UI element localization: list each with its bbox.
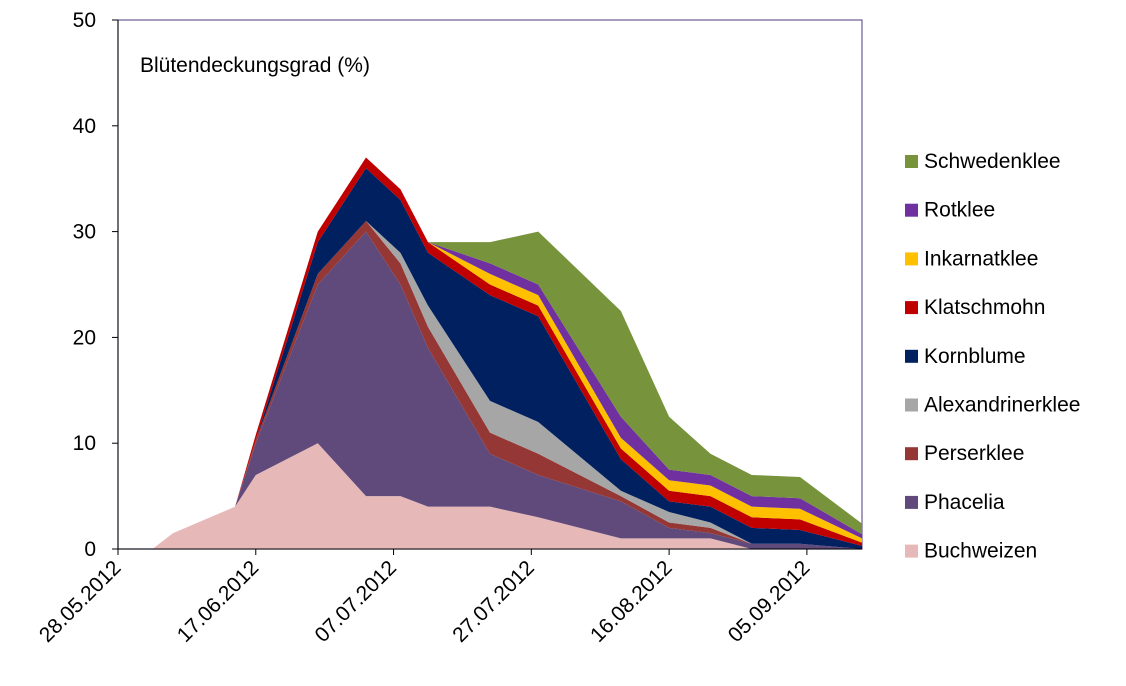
x-tick-label: 17.06.2012 (173, 556, 264, 647)
x-tick-label: 27.07.2012 (448, 556, 539, 647)
legend-swatch (905, 301, 918, 315)
legend-label: Schwedenklee (924, 150, 1061, 173)
legend-label: Alexandrinerklee (924, 394, 1080, 417)
legend-label: Kornblume (924, 345, 1026, 368)
legend-label: Phacelia (924, 491, 1005, 514)
legend-swatch (905, 447, 918, 461)
y-tick-label: 20 (73, 326, 96, 349)
x-tick-label: 28.05.2012 (35, 556, 126, 647)
legend-swatch (905, 155, 918, 168)
legend-swatch (905, 349, 918, 363)
area (152, 157, 862, 550)
legend-label: Perserklee (924, 442, 1024, 465)
legend-swatch (905, 398, 918, 412)
y-tick-label: 30 (73, 221, 96, 244)
area (152, 157, 862, 550)
area (152, 168, 862, 549)
legend-swatch (905, 544, 918, 558)
chart-title: Blütendeckungsgrad (%) (140, 54, 370, 77)
y-tick-label: 0 (84, 538, 96, 561)
legend-swatch (905, 203, 918, 217)
legend-label: Klatschmohn (924, 296, 1045, 319)
areas (152, 157, 862, 550)
legend-label: Buchweizen (924, 540, 1037, 563)
y-tick-label: 10 (73, 432, 96, 455)
y-tick-label: 40 (73, 115, 96, 138)
area (152, 443, 862, 549)
y-tick-label: 50 (73, 9, 96, 32)
area (152, 231, 862, 549)
x-tick-label: 05.09.2012 (724, 556, 815, 647)
x-tick-label: 07.07.2012 (311, 556, 402, 647)
x-tick-label: 16.08.2012 (586, 556, 677, 647)
legend-label: Inkarnatklee (924, 247, 1038, 270)
legend-swatch (905, 252, 918, 266)
legend-label: Rotklee (924, 199, 995, 222)
legend-swatch (905, 495, 918, 509)
